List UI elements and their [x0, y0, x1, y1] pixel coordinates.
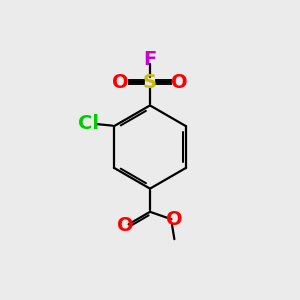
- Text: S: S: [143, 73, 157, 92]
- Text: O: O: [117, 216, 133, 235]
- Text: O: O: [166, 210, 183, 229]
- Text: F: F: [143, 50, 157, 69]
- Text: O: O: [112, 73, 129, 92]
- Text: Cl: Cl: [78, 114, 99, 133]
- Text: O: O: [171, 73, 188, 92]
